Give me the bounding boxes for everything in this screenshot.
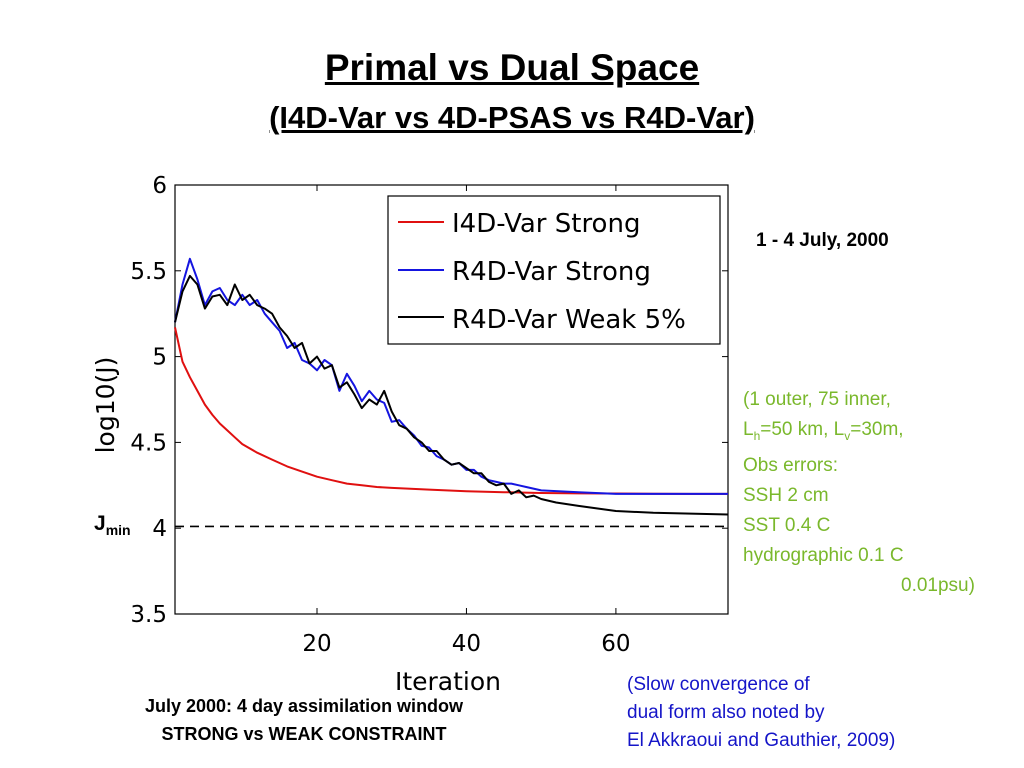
slide-title: Primal vs Dual Space <box>324 47 700 88</box>
slide-subtitle: (I4D-Var vs 4D-PSAS vs R4D-Var) <box>269 100 755 135</box>
y-tick-label: 3.5 <box>130 602 167 628</box>
x-tick-label: 40 <box>452 631 481 657</box>
legend: I4D-Var Strong R4D-Var Strong R4D-Var We… <box>387 195 721 345</box>
x-tick-label: 60 <box>601 631 630 657</box>
note-line-1: (Slow convergence of <box>627 674 810 695</box>
params-line-7: 0.01psu) <box>901 574 975 596</box>
caption: July 2000: 4 day assimilation window STR… <box>64 692 544 748</box>
x-tick-label: 20 <box>302 631 331 657</box>
x-axis-label: Iteration <box>395 667 501 696</box>
convergence-note: (Slow convergence of dual form also note… <box>627 671 895 755</box>
params-line-5: SST 0.4 C <box>743 514 831 536</box>
legend-label-i4dvar-strong: I4D-Var Strong <box>452 209 640 239</box>
y-tick-label: 6 <box>152 173 167 199</box>
note-line-3: El Akkraoui and Gauthier, 2009) <box>627 730 896 751</box>
date-label: 1 - 4 July, 2000 <box>756 230 889 251</box>
params-line-3: Obs errors: <box>743 454 839 476</box>
experiment-parameters: (1 outer, 75 inner, Lh=50 km, Lv=30m, Ob… <box>743 385 975 601</box>
y-tick-label: 5 <box>152 345 167 371</box>
params-line-1: (1 outer, 75 inner, <box>743 389 891 410</box>
params-line-4: SSH 2 cm <box>743 484 829 506</box>
series-line-i4d-var-strong <box>174 327 728 495</box>
y-tick-label: 4 <box>152 516 167 542</box>
legend-label-r4dvar-strong: R4D-Var Strong <box>452 257 651 287</box>
y-tick-label: 5.5 <box>130 259 167 285</box>
y-axis-label: log10(J) <box>91 357 120 454</box>
legend-label-r4dvar-weak: R4D-Var Weak 5% <box>452 305 686 335</box>
caption-line-2: STRONG vs WEAK CONSTRAINT <box>161 724 447 744</box>
note-line-2: dual form also noted by <box>627 702 825 723</box>
caption-line-1: July 2000: 4 day assimilation window <box>144 696 464 716</box>
y-tick-label: 4.5 <box>130 430 167 456</box>
params-line-2: Lh=50 km, Lv=30m, <box>743 419 904 443</box>
series-line-r4d-var-weak-5 <box>174 274 729 516</box>
jmin-label: Jmin <box>94 512 131 539</box>
params-line-6: hydrographic 0.1 C <box>743 544 904 566</box>
